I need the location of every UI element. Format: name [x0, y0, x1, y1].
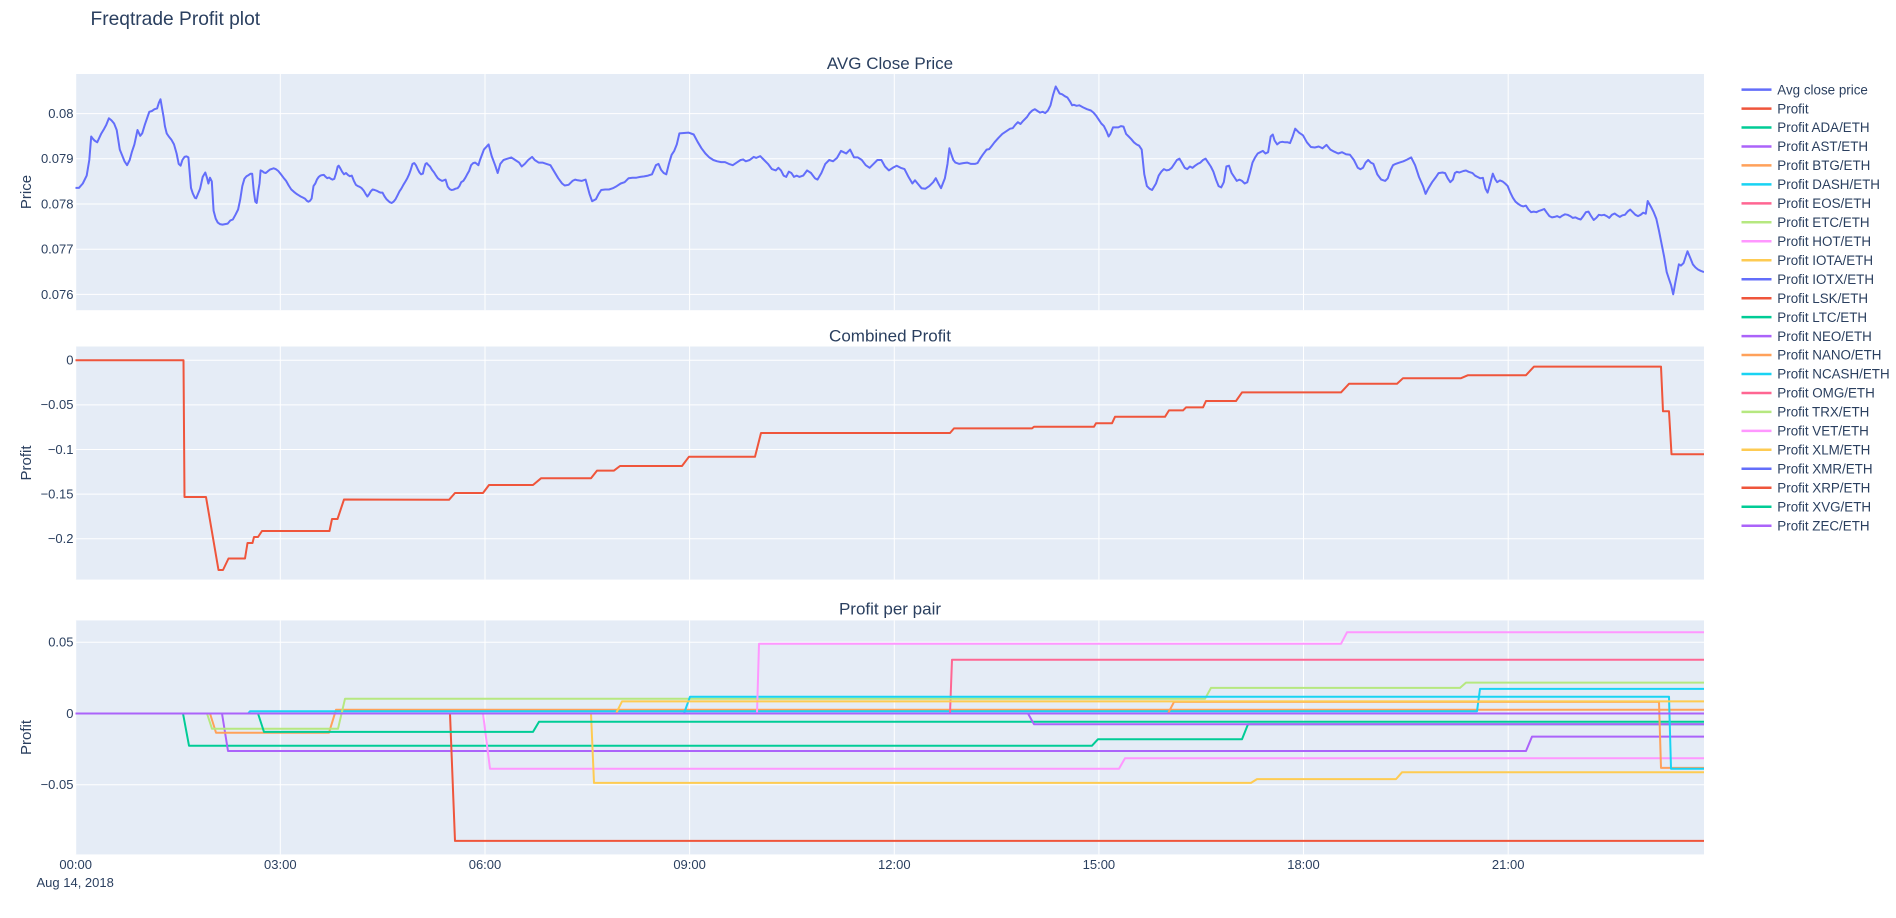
svg-text:12:00: 12:00	[878, 857, 911, 872]
svg-text:Profit NANO/ETH: Profit NANO/ETH	[1777, 348, 1881, 363]
svg-text:Price: Price	[18, 175, 35, 209]
svg-text:−0.2: −0.2	[48, 531, 74, 546]
svg-text:0.076: 0.076	[41, 287, 74, 302]
svg-text:03:00: 03:00	[264, 857, 297, 872]
svg-text:Profit BTG/ETH: Profit BTG/ETH	[1777, 158, 1870, 173]
svg-text:Profit per pair: Profit per pair	[839, 600, 941, 619]
svg-text:Combined Profit: Combined Profit	[829, 326, 951, 345]
svg-text:Profit LSK/ETH: Profit LSK/ETH	[1777, 291, 1868, 306]
svg-text:Profit AST/ETH: Profit AST/ETH	[1777, 139, 1868, 154]
svg-text:Profit IOTA/ETH: Profit IOTA/ETH	[1777, 253, 1873, 268]
svg-text:Profit HOT/ETH: Profit HOT/ETH	[1777, 234, 1871, 249]
svg-text:Profit VET/ETH: Profit VET/ETH	[1777, 424, 1869, 439]
svg-text:Profit DASH/ETH: Profit DASH/ETH	[1777, 177, 1880, 192]
svg-text:Profit ETC/ETH: Profit ETC/ETH	[1777, 215, 1869, 230]
svg-text:Profit OMG/ETH: Profit OMG/ETH	[1777, 386, 1874, 401]
svg-text:06:00: 06:00	[469, 857, 502, 872]
svg-text:Profit NCASH/ETH: Profit NCASH/ETH	[1777, 367, 1889, 382]
svg-text:Profit: Profit	[1777, 101, 1809, 116]
svg-text:00:00: 00:00	[59, 857, 92, 872]
svg-text:0.077: 0.077	[41, 242, 74, 257]
svg-text:Profit: Profit	[18, 445, 35, 481]
svg-text:Profit: Profit	[18, 719, 35, 755]
svg-text:09:00: 09:00	[673, 857, 706, 872]
svg-text:Profit XLM/ETH: Profit XLM/ETH	[1777, 443, 1870, 458]
svg-text:Freqtrade Profit plot: Freqtrade Profit plot	[91, 9, 261, 30]
svg-text:Profit NEO/ETH: Profit NEO/ETH	[1777, 329, 1872, 344]
svg-text:−0.15: −0.15	[41, 487, 74, 502]
svg-text:Profit TRX/ETH: Profit TRX/ETH	[1777, 405, 1869, 420]
svg-text:Profit XRP/ETH: Profit XRP/ETH	[1777, 481, 1870, 496]
svg-text:0.05: 0.05	[48, 635, 73, 650]
svg-text:AVG Close Price: AVG Close Price	[827, 54, 953, 73]
svg-text:0.079: 0.079	[41, 151, 74, 166]
svg-text:18:00: 18:00	[1287, 857, 1320, 872]
svg-text:0: 0	[66, 353, 73, 368]
svg-text:Profit EOS/ETH: Profit EOS/ETH	[1777, 196, 1871, 211]
svg-text:Profit IOTX/ETH: Profit IOTX/ETH	[1777, 272, 1874, 287]
svg-text:Profit ZEC/ETH: Profit ZEC/ETH	[1777, 518, 1869, 533]
svg-text:Profit XMR/ETH: Profit XMR/ETH	[1777, 462, 1872, 477]
svg-text:−0.05: −0.05	[41, 397, 74, 412]
svg-text:−0.05: −0.05	[41, 777, 74, 792]
svg-text:0: 0	[66, 706, 73, 721]
svg-text:Aug 14, 2018: Aug 14, 2018	[37, 875, 114, 890]
svg-text:21:00: 21:00	[1492, 857, 1525, 872]
svg-text:Profit ADA/ETH: Profit ADA/ETH	[1777, 120, 1869, 135]
svg-text:0.08: 0.08	[48, 106, 73, 121]
svg-text:Profit LTC/ETH: Profit LTC/ETH	[1777, 310, 1867, 325]
svg-text:Avg close price: Avg close price	[1777, 82, 1868, 97]
svg-text:0.078: 0.078	[41, 196, 74, 211]
svg-text:15:00: 15:00	[1083, 857, 1116, 872]
svg-text:Profit XVG/ETH: Profit XVG/ETH	[1777, 499, 1871, 514]
svg-text:−0.1: −0.1	[48, 442, 74, 457]
